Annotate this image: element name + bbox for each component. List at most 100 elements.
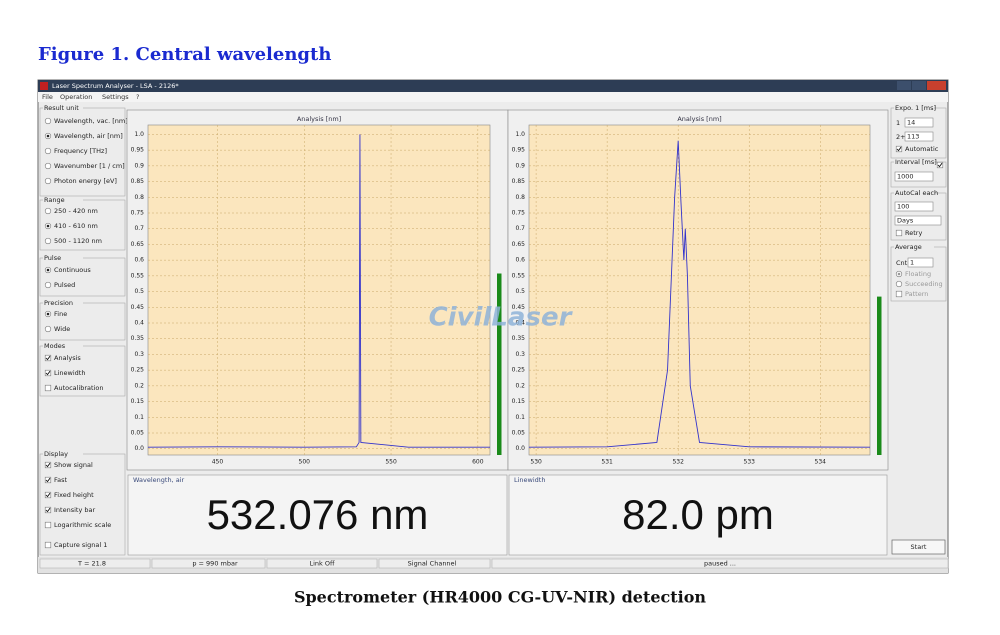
maximize-button[interactable] bbox=[912, 81, 926, 90]
y-tick-label: 0.9 bbox=[515, 162, 525, 169]
minimize-button[interactable] bbox=[897, 81, 911, 90]
option-label: Autocalibration bbox=[54, 384, 104, 392]
status-text: Link Off bbox=[310, 560, 335, 568]
status-text: paused ... bbox=[704, 560, 736, 568]
group-title: Result unit bbox=[44, 104, 79, 112]
option-label: Retry bbox=[905, 229, 922, 237]
legend-bg bbox=[43, 300, 83, 306]
status-cell bbox=[491, 558, 949, 569]
radio-button[interactable] bbox=[44, 207, 52, 215]
y-tick-label: 0.65 bbox=[512, 241, 526, 248]
checkbox[interactable] bbox=[44, 384, 52, 392]
option-label: Intensity bar bbox=[54, 506, 95, 514]
legend-bg bbox=[894, 244, 934, 250]
text-input[interactable] bbox=[904, 131, 934, 142]
radio-button[interactable] bbox=[44, 147, 52, 155]
y-tick-label: 0.7 bbox=[515, 225, 525, 232]
radio-button[interactable] bbox=[44, 237, 52, 245]
y-tick-label: 0.2 bbox=[134, 382, 144, 389]
check-mark bbox=[896, 146, 902, 152]
checkbox[interactable] bbox=[44, 521, 52, 529]
text-input[interactable] bbox=[907, 257, 934, 268]
option-label: Automatic bbox=[905, 145, 939, 153]
y-tick-label: 0.3 bbox=[134, 351, 144, 358]
text-input[interactable] bbox=[894, 171, 934, 182]
check-mark bbox=[937, 162, 943, 168]
input-value: 113 bbox=[907, 133, 919, 141]
app-icon bbox=[40, 82, 48, 90]
option-label: Fixed height bbox=[54, 491, 94, 499]
y-tick-label: 0.0 bbox=[515, 445, 525, 452]
checkbox[interactable] bbox=[44, 476, 52, 484]
checkbox[interactable] bbox=[44, 461, 52, 469]
readout-box bbox=[508, 474, 888, 556]
option-label: Capture signal 1 bbox=[54, 541, 107, 549]
caption: Spectrometer (HR4000 CG-UV-NIR) detectio… bbox=[294, 588, 706, 607]
radio-button[interactable] bbox=[44, 177, 52, 185]
group-title: Expo. 1 [ms] bbox=[895, 104, 936, 112]
checkbox[interactable] bbox=[44, 354, 52, 362]
spectrum-line bbox=[147, 134, 490, 448]
check-mark bbox=[45, 462, 51, 468]
y-tick-label: 0.45 bbox=[131, 304, 145, 311]
option-label: Show signal bbox=[54, 461, 93, 469]
x-tick-label: 534 bbox=[815, 459, 827, 466]
x-tick-label: 500 bbox=[299, 459, 311, 466]
checkbox[interactable] bbox=[936, 161, 944, 169]
y-tick-label: 0.0 bbox=[134, 445, 144, 452]
option-label: Wavelength, air [nm] bbox=[54, 132, 123, 140]
option-label: Wavenumber [1 / cm] bbox=[54, 162, 125, 170]
option-label: Succeeding bbox=[905, 280, 943, 288]
input-value: 1000 bbox=[897, 173, 914, 181]
checkbox[interactable] bbox=[895, 229, 903, 237]
radio-dot bbox=[46, 268, 50, 272]
check-mark bbox=[45, 370, 51, 376]
y-tick-label: 0.65 bbox=[131, 241, 145, 248]
radio-dot bbox=[46, 312, 50, 316]
radio-button[interactable] bbox=[44, 117, 52, 125]
legend-bg bbox=[43, 255, 83, 261]
radio-dot bbox=[897, 272, 901, 276]
check-mark bbox=[45, 477, 51, 483]
input-value: 1 bbox=[910, 259, 914, 267]
radio-button[interactable] bbox=[44, 325, 52, 333]
text-input[interactable] bbox=[904, 117, 934, 128]
y-tick-label: 0.2 bbox=[515, 382, 525, 389]
option-label: Frequency [THz] bbox=[54, 147, 107, 155]
y-tick-label: 0.55 bbox=[512, 272, 526, 279]
status-text: Signal Channel bbox=[408, 560, 457, 568]
checkbox[interactable] bbox=[895, 145, 903, 153]
checkbox[interactable] bbox=[44, 506, 52, 514]
option-label: Wide bbox=[54, 325, 70, 333]
y-tick-label: 0.9 bbox=[134, 162, 144, 169]
text-input[interactable] bbox=[894, 201, 934, 212]
checkbox[interactable] bbox=[44, 491, 52, 499]
close-button[interactable] bbox=[927, 81, 946, 90]
legend-bg bbox=[894, 105, 934, 111]
option-label: Floating bbox=[905, 270, 931, 278]
option-label: Linewidth bbox=[54, 369, 85, 377]
dropdown[interactable] bbox=[894, 215, 942, 226]
x-tick-label: 530 bbox=[530, 459, 542, 466]
checkbox[interactable] bbox=[44, 541, 52, 549]
legend-bg bbox=[43, 197, 83, 203]
window-title: Laser Spectrum Analyser - LSA - 2126* bbox=[52, 82, 179, 90]
checkbox[interactable] bbox=[44, 369, 52, 377]
group-title: Interval [ms] bbox=[895, 158, 937, 166]
group-title: Average bbox=[895, 243, 922, 251]
watermark: CivilLaser bbox=[429, 303, 574, 333]
status-cell bbox=[266, 558, 378, 569]
y-tick-label: 0.1 bbox=[515, 414, 525, 421]
radio-button[interactable] bbox=[44, 162, 52, 170]
intensity-bar bbox=[877, 296, 882, 455]
x-tick-label: 531 bbox=[601, 459, 613, 466]
checkbox[interactable] bbox=[895, 290, 903, 298]
option-label: Continuous bbox=[54, 266, 91, 274]
start-button[interactable] bbox=[891, 539, 946, 555]
readout-label: Wavelength, air bbox=[133, 476, 184, 484]
radio-button[interactable] bbox=[44, 281, 52, 289]
readout-value: 532.076 nm bbox=[207, 491, 429, 538]
menu-item: File bbox=[42, 93, 53, 101]
radio-button[interactable] bbox=[895, 280, 903, 288]
